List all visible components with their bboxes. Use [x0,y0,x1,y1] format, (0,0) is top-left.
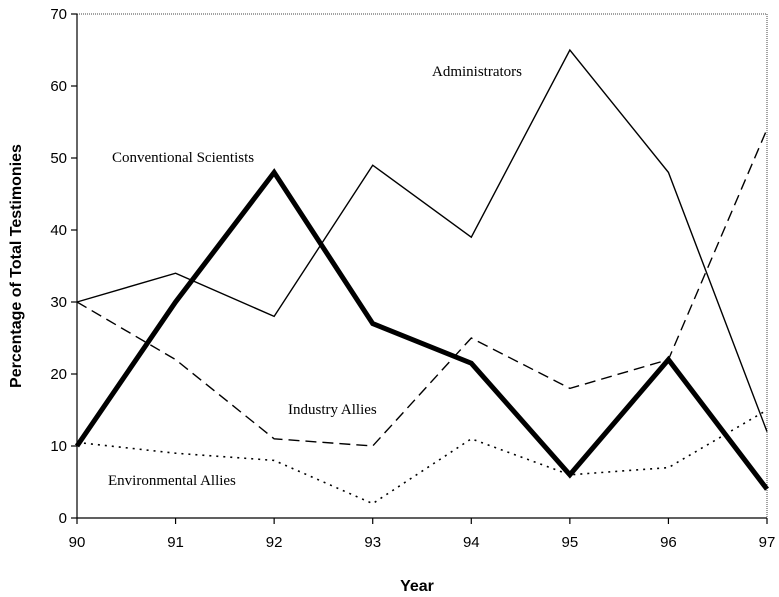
series-line-environmental-allies [76,409,768,505]
series-lines [74,48,769,505]
y-tick-label: 50 [50,150,67,167]
x-tick-label: 94 [463,534,480,551]
x-tick-label: 95 [562,534,579,551]
x-axis-title: Year [400,578,434,595]
series-line-industry-allies [76,128,768,447]
series-line-administrators [76,48,768,432]
y-tick-label: 70 [50,6,67,23]
plot-area-frame [76,13,768,519]
series-label-industry-allies: Industry Allies [288,402,377,418]
series-label-conventional-scientists: Conventional Scientists [112,150,254,166]
y-tick-label: 0 [59,510,67,527]
y-axis-title: Percentage of Total Testimonies [8,144,25,388]
y-tick-label: 20 [50,366,67,383]
x-axis-ticks: 90 91 92 93 94 95 96 97 [69,518,776,551]
series-label-environmental-allies: Environmental Allies [108,473,236,489]
x-tick-label: 96 [660,534,677,551]
x-tick-label: 91 [167,534,184,551]
x-tick-label: 92 [266,534,283,551]
y-tick-label: 40 [50,222,67,239]
y-axis-ticks: 0 10 20 30 40 50 60 70 [50,6,77,527]
x-tick-label: 93 [364,534,381,551]
y-tick-label: 30 [50,294,67,311]
y-tick-label: 10 [50,438,67,455]
series-label-administrators: Administrators [432,64,522,80]
series-line-conventional-scientists [74,168,769,491]
x-tick-label: 97 [759,534,776,551]
x-tick-label: 90 [69,534,86,551]
y-tick-label: 60 [50,78,67,95]
